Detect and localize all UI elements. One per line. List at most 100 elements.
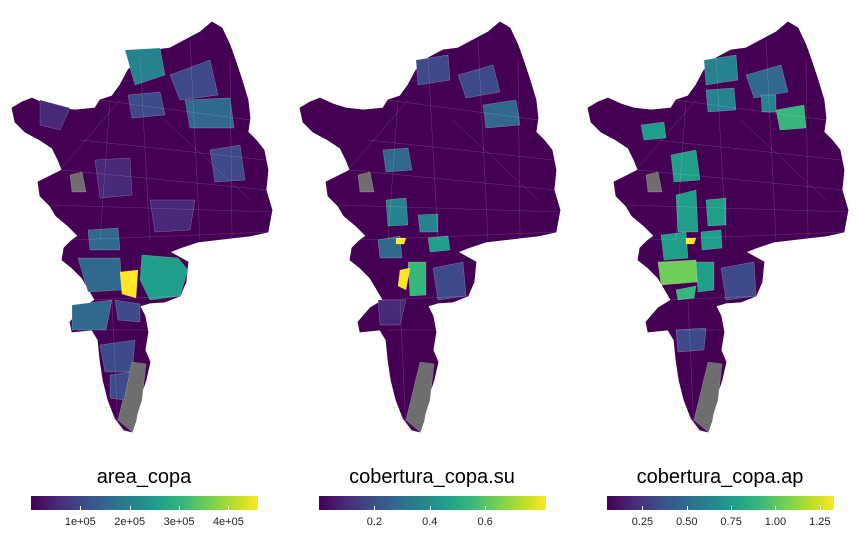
district	[427, 235, 451, 253]
district-border	[387, 99, 539, 121]
district-border	[637, 169, 845, 191]
district	[397, 267, 411, 291]
district-border	[59, 99, 121, 171]
legend-tick-mark	[731, 506, 733, 510]
district-border	[349, 169, 557, 191]
legend-tick-mark	[179, 506, 181, 510]
legend-tick-mark	[228, 506, 230, 510]
district	[660, 231, 689, 261]
district	[71, 299, 113, 331]
district-border	[635, 99, 697, 171]
district	[705, 197, 727, 227]
district	[395, 237, 407, 245]
legend-tick-mark	[429, 506, 431, 510]
legend-tick-label: 0.75	[720, 516, 742, 528]
district	[482, 99, 521, 129]
legend-tick-label: 1e+05	[64, 516, 96, 528]
district-border	[79, 139, 267, 161]
legend-tick-mark	[819, 506, 821, 510]
district	[139, 254, 189, 301]
legend-colorbar	[607, 496, 834, 510]
district	[657, 259, 699, 286]
legend-colorbar	[31, 496, 258, 510]
district-border	[164, 119, 251, 201]
legend-tick-label: 0.50	[676, 516, 698, 528]
district	[685, 237, 697, 245]
district-border	[337, 204, 561, 213]
district-border	[687, 299, 695, 431]
district-border	[359, 231, 557, 241]
district	[745, 64, 789, 99]
district-border	[111, 299, 119, 431]
district-border	[675, 99, 827, 121]
district-na	[69, 171, 87, 193]
district-border	[399, 299, 407, 431]
legend-tick-label: 3e+05	[163, 516, 195, 528]
district	[377, 299, 407, 326]
district	[417, 213, 439, 233]
district-border	[452, 119, 539, 201]
district-border	[229, 59, 233, 239]
district-na	[693, 361, 723, 433]
map-area-copa	[11, 21, 273, 433]
district	[87, 227, 121, 251]
legend-tick-mark	[374, 506, 376, 510]
legend-tick-mark	[686, 506, 688, 510]
district	[415, 54, 451, 86]
district-border	[189, 39, 201, 241]
district-na	[645, 171, 663, 193]
district	[432, 261, 467, 301]
district	[385, 197, 409, 227]
panel-cobertura-copa-su: cobertura_copa.su 0.2 0.4 0.6	[288, 0, 576, 533]
district-border	[71, 231, 269, 241]
district-na	[405, 361, 435, 433]
district-na	[357, 171, 375, 193]
district-border	[765, 39, 777, 241]
district	[775, 104, 807, 131]
district	[109, 371, 131, 401]
panel-area-copa: area_copa 1e+05 2e+05 3e+05 4e+05	[0, 0, 288, 533]
legend-tick-label: 2e+05	[114, 516, 146, 528]
district	[703, 54, 739, 86]
district	[119, 269, 139, 299]
legend-tick-label: 0.4	[422, 516, 438, 528]
district	[184, 97, 235, 129]
legend-tick-mark	[80, 506, 82, 510]
panel-cobertura-copa-ap: cobertura_copa.ap 0.25 0.50 0.75 1.00 1.25	[576, 0, 864, 533]
district-border	[517, 59, 521, 239]
district	[720, 261, 757, 301]
district-border	[377, 295, 469, 301]
district	[77, 257, 123, 293]
district-border	[347, 99, 409, 171]
district	[700, 229, 723, 251]
district-border	[139, 57, 151, 241]
district-na	[117, 361, 147, 433]
legend-tick-mark	[129, 506, 131, 510]
map-cobertura-copa-su	[299, 21, 561, 433]
legend-title: cobertura_copa.su	[349, 466, 515, 488]
legend-tick-label: 0.6	[477, 516, 493, 528]
district	[124, 47, 166, 86]
legend-tick-mark	[485, 506, 487, 510]
district-border	[49, 204, 273, 213]
district-border	[61, 169, 269, 191]
district	[94, 157, 133, 199]
legend-tick-label: 1.25	[809, 516, 831, 528]
district	[114, 299, 141, 323]
district	[149, 199, 196, 233]
district	[760, 94, 777, 113]
legend-tick-mark	[775, 506, 777, 510]
legend-tick-label: 0.25	[631, 516, 654, 528]
district-border	[427, 57, 439, 241]
district	[670, 149, 701, 183]
district	[407, 261, 427, 297]
legend-tick-label: 1.00	[764, 516, 787, 528]
district-border	[647, 231, 845, 241]
district	[675, 189, 699, 233]
district-border	[387, 99, 399, 241]
district-border	[367, 139, 555, 161]
legend-title: area_copa	[96, 466, 192, 488]
district	[695, 261, 715, 293]
district-border	[477, 39, 489, 241]
